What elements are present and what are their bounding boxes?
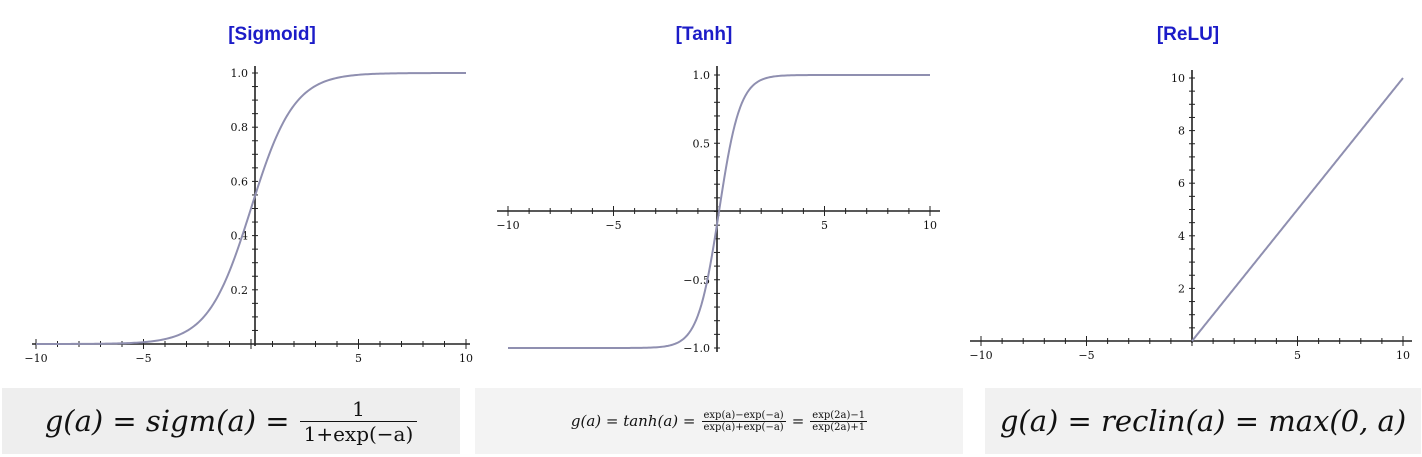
series-line (36, 72, 466, 345)
tanh-equation-denominator-1: exp(a)+exp(−a) (701, 420, 786, 433)
x-tick-label: −10 (496, 219, 519, 232)
x-tick-label: −10 (969, 349, 992, 362)
sigmoid-equation-fraction: 1 1+exp(−a) (299, 396, 418, 446)
x-tick-label: −10 (24, 352, 47, 365)
sigmoid-equation-denominator: 1+exp(−a) (299, 420, 418, 446)
x-tick-label: 10 (459, 352, 473, 365)
y-tick-label: 0.2 (231, 284, 249, 297)
x-tick-label: −5 (1078, 349, 1094, 362)
y-tick-label: 10 (1171, 72, 1185, 85)
series-line (508, 74, 930, 349)
tanh-equation: g(a) = tanh(a) = exp(a)−exp(−a) exp(a)+e… (475, 388, 963, 454)
relu-equation-text: g(a) = reclin(a) = max(0, a) (999, 404, 1407, 438)
y-tick-label: 0.8 (231, 121, 249, 134)
x-tick-label: 5 (1294, 349, 1301, 362)
tanh-equation-numerator-1: exp(a)−exp(−a) (703, 409, 784, 421)
y-tick-label: 6 (1178, 177, 1185, 190)
y-tick-label: 1.0 (231, 67, 249, 80)
y-tick-label: −0.5 (683, 274, 710, 287)
tanh-equation-numerator-2: exp(2a)−1 (812, 409, 866, 421)
x-tick-label: 5 (821, 219, 828, 232)
relu-equation: g(a) = reclin(a) = max(0, a) (985, 388, 1421, 454)
x-tick-label: 10 (1396, 349, 1410, 362)
y-tick-label: 0.6 (231, 175, 249, 188)
y-tick-label: 0.5 (693, 137, 711, 150)
relu-chart-title: [ReLU] (1156, 24, 1220, 45)
y-tick-label: −1.0 (683, 342, 710, 355)
y-tick-label: 1.0 (693, 69, 711, 82)
tanh-equation-fraction-2: exp(2a)−1 exp(2a)+1 (810, 409, 868, 433)
tanh-equation-denominator-2: exp(2a)+1 (810, 420, 868, 433)
sigmoid-equation-numerator: 1 (352, 396, 365, 421)
tanh-equation-equals: = (791, 412, 805, 430)
tanh-chart-title: [Tanh] (675, 24, 733, 45)
sigmoid-equation: g(a) = sigm(a) = 1 1+exp(−a) (2, 388, 460, 454)
tanh-equation-fraction-1: exp(a)−exp(−a) exp(a)+exp(−a) (701, 409, 786, 433)
x-tick-label: −5 (135, 352, 151, 365)
y-tick-label: 2 (1178, 282, 1185, 295)
sigmoid-chart-title: [Sigmoid] (228, 24, 316, 45)
y-tick-label: 8 (1178, 125, 1185, 138)
tanh-equation-lhs: g(a) = tanh(a) = (570, 412, 696, 430)
series-line (1191, 77, 1404, 342)
x-tick-label: 10 (923, 219, 937, 232)
sigmoid-equation-lhs: g(a) = sigm(a) = (44, 404, 290, 438)
y-tick-label: 4 (1178, 230, 1185, 243)
x-tick-label: 5 (355, 352, 362, 365)
x-tick-label: −5 (605, 219, 621, 232)
